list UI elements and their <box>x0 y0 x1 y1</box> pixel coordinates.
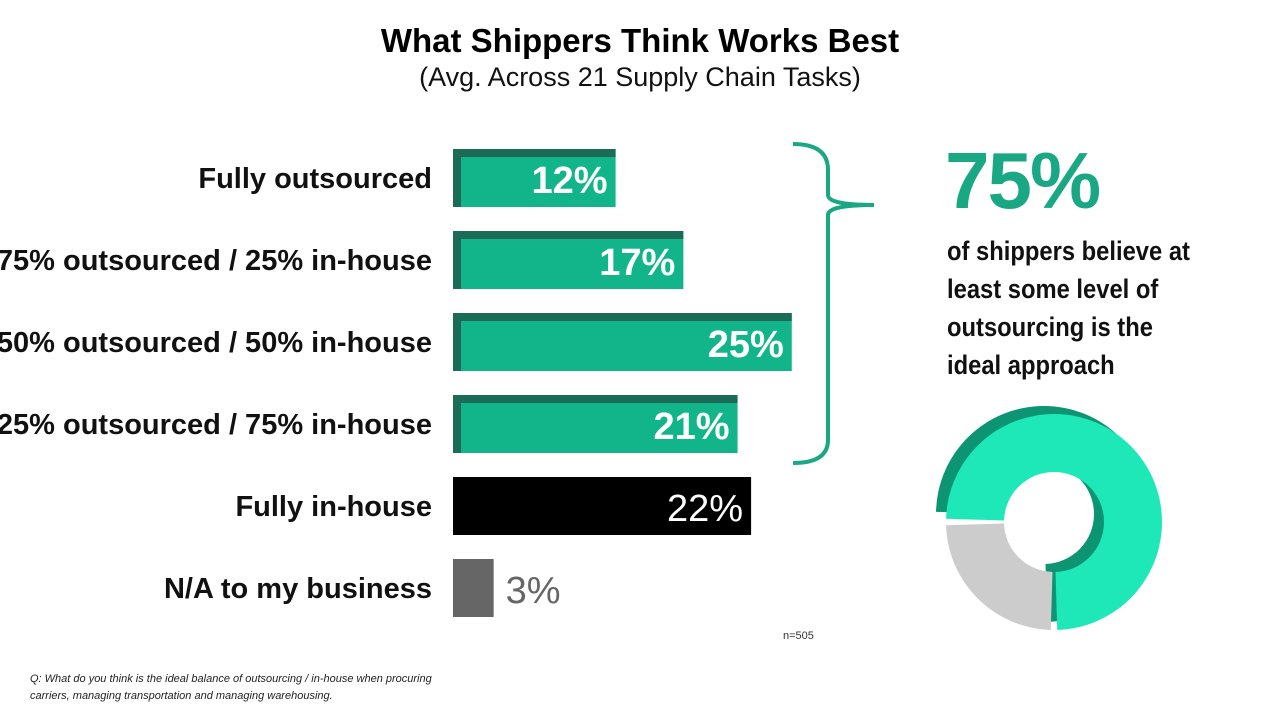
bar <box>453 395 738 453</box>
category-label: 25% outsourced / 75% in-house <box>0 409 432 441</box>
bar-shadow-top <box>453 149 616 157</box>
donut-slice-outsourced <box>946 413 1163 630</box>
bar <box>453 559 494 617</box>
donut-slice-other <box>946 523 1053 630</box>
chart-subtitle: (Avg. Across 21 Supply Chain Tasks) <box>419 62 861 92</box>
data-label: 3% <box>506 570 561 612</box>
bar <box>453 313 792 371</box>
chart-title: What Shippers Think Works Best <box>380 22 900 59</box>
data-label: 25% <box>708 324 784 366</box>
bar <box>453 149 616 207</box>
category-label: N/A to my business <box>164 573 432 605</box>
bar-shadow-left <box>453 149 461 207</box>
bar-shadow-top <box>453 395 738 403</box>
data-label: 21% <box>653 406 729 448</box>
data-label: 22% <box>667 488 743 530</box>
data-label: 17% <box>599 242 675 284</box>
callout-text: of shippers believe at least some level … <box>947 236 1190 380</box>
bar <box>453 477 752 535</box>
bar-shadow-top <box>453 313 792 321</box>
bar-shadow-left <box>453 395 461 453</box>
sample-size: n=505 <box>783 630 814 642</box>
bar-shadow-top <box>453 231 684 239</box>
callout-value: 75% <box>945 136 1101 225</box>
bar <box>453 231 684 289</box>
footnote: Q: What do you think is the ideal balanc… <box>30 673 432 702</box>
category-label: 75% outsourced / 25% in-house <box>0 245 432 277</box>
bar-shadow-left <box>453 313 461 371</box>
bar-shadow-left <box>453 231 461 289</box>
category-label: Fully in-house <box>235 491 432 523</box>
bracket <box>792 142 875 465</box>
category-label: Fully outsourced <box>198 163 432 195</box>
category-label: 50% outsourced / 50% in-house <box>0 327 432 359</box>
data-label: 12% <box>532 160 608 202</box>
